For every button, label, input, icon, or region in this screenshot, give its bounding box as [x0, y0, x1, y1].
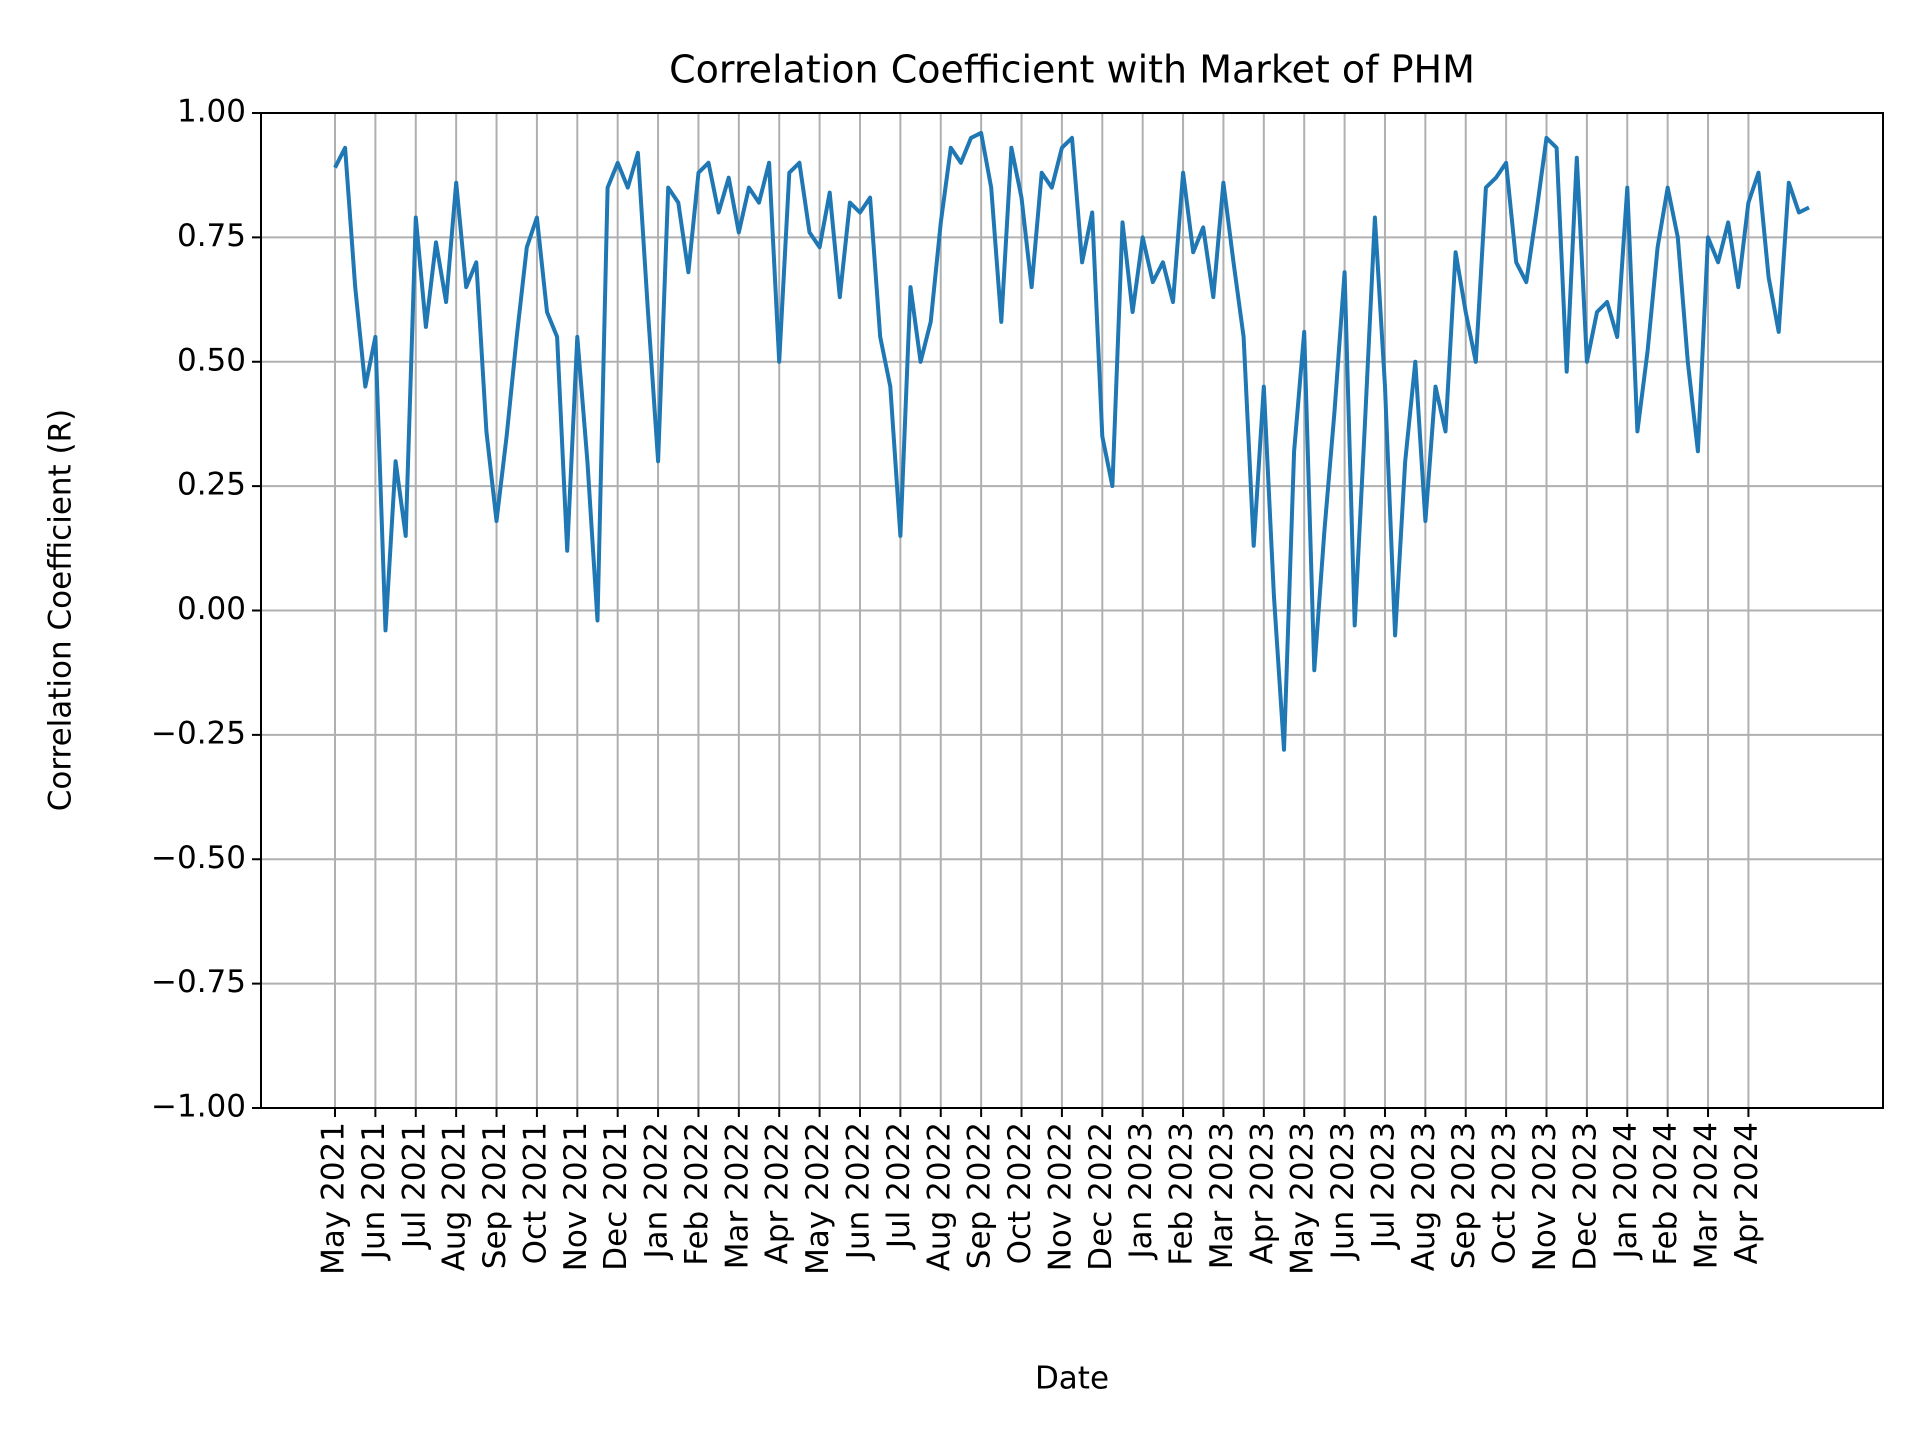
- y-tick-label: −0.25: [151, 715, 246, 751]
- y-tick-label: −0.50: [151, 840, 246, 876]
- x-tick-label: Sep 2021: [477, 1122, 513, 1269]
- x-tick-label: Jun 2023: [1325, 1122, 1361, 1261]
- x-tick-label: Nov 2021: [558, 1122, 594, 1271]
- x-tick-label: Dec 2023: [1567, 1122, 1603, 1271]
- x-tick-label: Aug 2022: [921, 1122, 957, 1271]
- y-tick-label: 0.00: [177, 591, 246, 627]
- chart-title: Correlation Coefficient with Market of P…: [669, 48, 1475, 92]
- y-axis-label: Correlation Coefficient (R): [43, 409, 79, 812]
- x-tick-label: Jul 2021: [396, 1122, 432, 1250]
- x-tick-label: Jan 2023: [1123, 1122, 1159, 1261]
- x-tick-label: May 2021: [316, 1122, 352, 1275]
- x-tick-label: Oct 2021: [517, 1122, 553, 1264]
- x-tick-label: Apr 2023: [1244, 1122, 1280, 1264]
- x-tick-label: Mar 2023: [1204, 1122, 1240, 1269]
- plot-frame: [260, 112, 1884, 1109]
- y-tick-label: −1.00: [151, 1089, 246, 1125]
- x-tick-label: Jun 2022: [840, 1122, 876, 1261]
- x-tick-label: Oct 2022: [1002, 1122, 1038, 1264]
- x-tick-label: Nov 2023: [1527, 1122, 1563, 1271]
- x-tick-label: Jun 2021: [356, 1122, 392, 1261]
- x-tick-label: Feb 2023: [1164, 1122, 1200, 1266]
- y-tick-label: 1.00: [177, 94, 246, 130]
- x-tick-label: Aug 2021: [437, 1122, 473, 1271]
- x-tick-label: Jan 2024: [1608, 1122, 1644, 1261]
- y-tick-label: 0.50: [177, 342, 246, 378]
- x-tick-label: Sep 2022: [962, 1122, 998, 1269]
- y-tick-label: 0.75: [177, 218, 246, 254]
- x-tick-label: Mar 2022: [719, 1122, 755, 1269]
- x-tick-label: May 2023: [1285, 1122, 1321, 1275]
- x-tick-label: Sep 2023: [1446, 1122, 1482, 1269]
- x-tick-label: Jan 2022: [639, 1122, 675, 1261]
- x-tick-label: Nov 2022: [1042, 1122, 1078, 1271]
- x-tick-label: Apr 2024: [1729, 1122, 1765, 1264]
- x-tick-label: Feb 2022: [679, 1122, 715, 1266]
- x-tick-label: Jul 2022: [881, 1122, 917, 1250]
- x-tick-label: Apr 2022: [760, 1122, 796, 1264]
- x-tick-label: Feb 2024: [1648, 1122, 1684, 1266]
- y-tick-label: −0.75: [151, 964, 246, 1000]
- x-tick-label: Oct 2023: [1487, 1122, 1523, 1264]
- x-tick-label: Dec 2021: [598, 1122, 634, 1271]
- x-axis-label: Date: [1035, 1361, 1109, 1397]
- x-tick-label: Jul 2023: [1365, 1122, 1401, 1250]
- x-tick-label: Mar 2024: [1689, 1122, 1725, 1269]
- x-tick-label: Aug 2023: [1406, 1122, 1442, 1271]
- x-tick-label: Dec 2022: [1083, 1122, 1119, 1271]
- x-tick-label: May 2022: [800, 1122, 836, 1275]
- data-line: [333, 130, 1810, 752]
- y-tick-label: 0.25: [177, 467, 246, 503]
